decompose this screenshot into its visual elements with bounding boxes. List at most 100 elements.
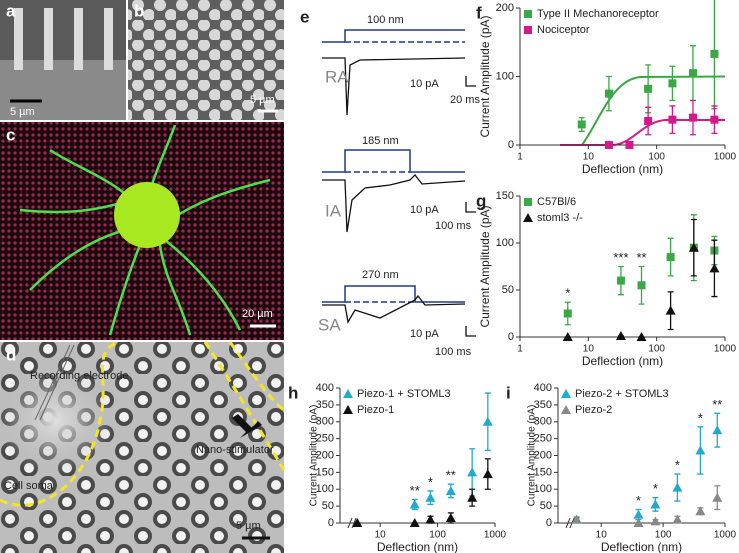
- scale-label: 20 ms: [450, 94, 480, 106]
- x-tick-label: 10: [596, 530, 608, 541]
- y-tick-label: 100: [316, 483, 334, 495]
- x-tick-label: 1000: [714, 530, 737, 541]
- y-axis-label: Current Amplitude (pA): [478, 15, 492, 137]
- y-tick-label: 0: [546, 517, 552, 529]
- data-point: [409, 499, 420, 509]
- x-axis-label: Deflection (nm): [582, 162, 663, 176]
- y-tick-label: 400: [316, 382, 334, 394]
- data-point: [633, 509, 644, 519]
- y-tick-label: 150: [534, 466, 552, 478]
- x-tick-label: 100: [648, 152, 665, 163]
- legend-marker: [523, 213, 533, 222]
- scale-label: 5 µm: [250, 94, 275, 106]
- panel-e: e 100 nm RA 10 pA 20 ms 185 nm IA 10 pA …: [300, 7, 480, 357]
- data-point: [616, 276, 625, 285]
- y-axis-label: Current Amplitude (pA): [309, 405, 320, 507]
- data-point: [604, 89, 613, 98]
- data-point: [445, 485, 456, 495]
- stimulus-label: 100 nm: [367, 14, 404, 26]
- data-point: [637, 281, 646, 290]
- y-tick-label: 250: [534, 433, 552, 445]
- x-tick-label: 1000: [714, 152, 737, 163]
- scale-label: 100 ms: [435, 220, 472, 232]
- annotation: Recording electrode: [30, 370, 128, 382]
- y-tick-label: 350: [534, 399, 552, 411]
- y-tick-label: 150: [496, 190, 514, 202]
- y-tick-label: 100: [496, 237, 514, 249]
- significance: **: [712, 397, 722, 412]
- data-point: [668, 115, 677, 124]
- y-tick-label: 100: [496, 70, 514, 82]
- trace-name: RA: [325, 67, 349, 86]
- significance: *: [698, 410, 703, 425]
- x-tick-label: 10: [583, 344, 595, 355]
- legend-label: C57Bl/6: [537, 196, 576, 208]
- data-point: [710, 115, 719, 124]
- legend-label: Nociceptor: [537, 24, 590, 36]
- significance: *: [428, 474, 433, 489]
- panel-label: f: [476, 3, 482, 22]
- data-point: [712, 425, 723, 435]
- data-point: [688, 113, 697, 122]
- data-point: [425, 492, 436, 502]
- panel-label: a: [6, 1, 16, 20]
- data-point: [709, 263, 720, 273]
- legend-marker: [561, 405, 571, 414]
- trace-name: SA: [318, 315, 341, 334]
- data-point: [712, 492, 723, 502]
- data-point: [688, 242, 699, 252]
- x-tick-label: 100: [429, 530, 446, 541]
- scale-label: 20 µm: [242, 308, 273, 320]
- chart: 0 50 100 150 200 250 300 350 400 10 100 1000 Deflect…: [506, 382, 737, 553]
- x-tick-label: 1000: [484, 530, 507, 541]
- legend-label: Piezo-1 + STOML3: [357, 388, 451, 400]
- data-point: [644, 117, 653, 126]
- panel-label: g: [476, 191, 486, 210]
- stimulus-label: 270 nm: [362, 269, 399, 281]
- data-point: [571, 514, 582, 524]
- x-axis-label: Deflection (nm): [582, 354, 663, 368]
- significance: *: [653, 481, 658, 496]
- significance: **: [410, 483, 420, 498]
- y-tick-label: 200: [496, 2, 514, 14]
- chart: 0 50 100 150 1 10 100 1000 Deflection (nm) Curren…: [476, 190, 737, 368]
- x-tick-label: 10: [375, 530, 387, 541]
- panel-d: d Recording electrode Nano-stimulator Ce…: [0, 340, 286, 553]
- legend-marker: [343, 405, 353, 414]
- data-point: [625, 141, 634, 149]
- x-tick-label: 10: [583, 152, 595, 163]
- x-axis-label: Deflection (nm): [377, 540, 458, 553]
- legend-label: Piezo-2 + STOML3: [575, 388, 669, 400]
- data-point: [409, 518, 420, 527]
- data-point: [604, 141, 613, 149]
- annotation: Nano-stimulator: [196, 444, 274, 456]
- y-axis-label: Current Amplitude (pA): [527, 405, 538, 507]
- data-point: [672, 514, 683, 524]
- x-tick-label: 1: [517, 152, 523, 163]
- y-tick-label: 400: [534, 382, 552, 394]
- data-point: [467, 467, 478, 477]
- scale-label: 100 ms: [435, 346, 472, 358]
- y-tick-label: 0: [508, 139, 514, 151]
- y-tick-label: 150: [316, 466, 334, 478]
- data-point: [636, 332, 647, 341]
- x-tick-label: 1: [517, 344, 523, 355]
- data-point: [445, 512, 456, 522]
- data-point: [688, 69, 697, 78]
- significance: ***: [613, 250, 628, 265]
- scale-label: 5 µm: [10, 106, 35, 118]
- scale-label: 10 pA: [410, 78, 439, 90]
- legend-label: Type II Mechanoreceptor: [537, 8, 659, 20]
- panel-b: b 5 µm: [128, 0, 284, 120]
- y-tick-label: 50: [322, 500, 334, 512]
- data-point: [633, 518, 644, 527]
- data-point: [710, 49, 719, 58]
- panel-a: a 5 µm: [0, 0, 126, 120]
- panel-label: i: [506, 383, 511, 402]
- chart: 0 100 200 1 10 100 1000 Deflection (nm) Current …: [476, 0, 737, 176]
- data-point: [615, 331, 626, 341]
- data-point: [425, 514, 436, 524]
- x-tick-label: 1000: [714, 344, 737, 355]
- trace-name: IA: [325, 201, 342, 220]
